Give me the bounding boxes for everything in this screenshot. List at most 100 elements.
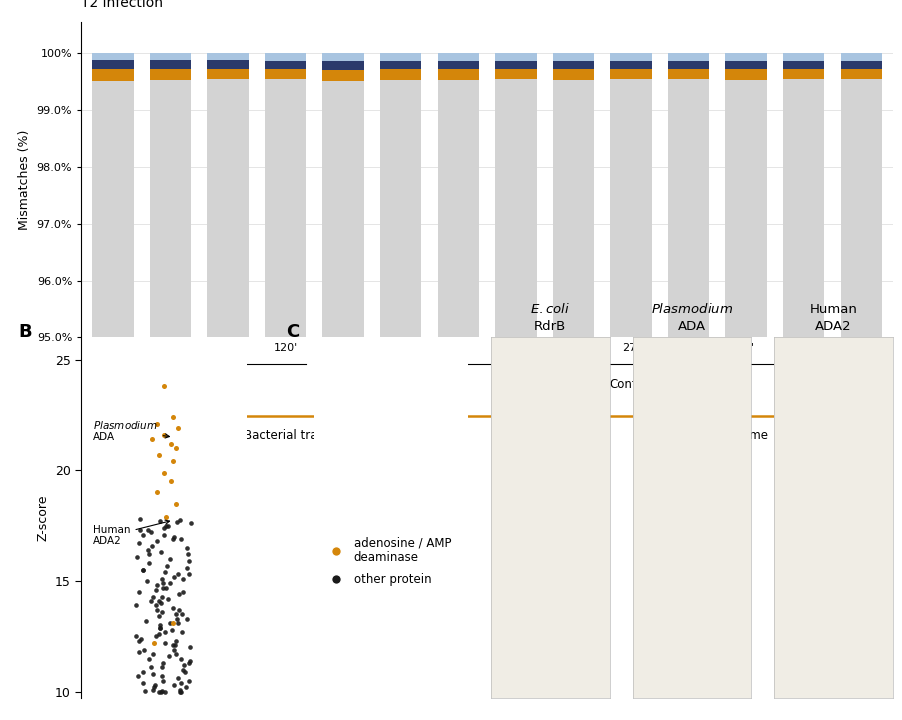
Bar: [437, 69, 479, 80]
Point: [167, 531, 181, 542]
Bar: [380, 53, 421, 61]
Point: [141, 544, 155, 556]
Bar: [150, 53, 191, 60]
Point: [170, 569, 185, 580]
Point: [179, 682, 193, 693]
Point: [161, 520, 175, 531]
Point: [157, 528, 171, 540]
Point: [157, 522, 171, 534]
Point: [164, 438, 179, 449]
Point: [166, 456, 180, 467]
Bar: [725, 61, 767, 69]
Point: [174, 534, 189, 545]
Y-axis label: Mismatches (%): Mismatches (%): [18, 130, 31, 230]
Point: [128, 631, 143, 642]
Point: [166, 534, 180, 545]
Point: [176, 586, 190, 598]
Bar: [495, 61, 537, 69]
Bar: [553, 69, 594, 80]
Point: [136, 528, 151, 540]
Point: [166, 639, 180, 651]
Point: [177, 660, 191, 671]
Bar: [553, 61, 594, 69]
Point: [135, 564, 150, 576]
Point: [142, 653, 156, 665]
Point: [142, 557, 156, 569]
Text: Control: Control: [178, 379, 221, 392]
Bar: [380, 61, 421, 69]
Bar: [207, 53, 249, 60]
Bar: [841, 53, 882, 61]
Bar: [667, 69, 709, 78]
Point: [154, 598, 169, 609]
Point: [158, 637, 172, 649]
Point: [154, 591, 169, 603]
Text: Control: Control: [610, 379, 652, 392]
Bar: [553, 53, 594, 61]
Bar: [322, 61, 364, 70]
Point: [149, 584, 163, 595]
Bar: [265, 69, 307, 78]
Point: [172, 588, 187, 600]
Point: [156, 675, 170, 686]
Point: [166, 411, 180, 423]
Bar: [92, 53, 133, 60]
Point: [133, 635, 147, 647]
Point: [145, 684, 160, 696]
Point: [150, 536, 164, 547]
Point: [183, 655, 198, 667]
Point: [162, 617, 177, 629]
Point: [146, 668, 161, 680]
Point: [137, 644, 152, 655]
Point: [180, 542, 195, 554]
Point: [181, 675, 196, 686]
Point: [175, 573, 189, 585]
Point: [141, 524, 155, 536]
Point: [172, 514, 187, 526]
Point: [166, 602, 180, 613]
Point: [172, 686, 187, 698]
Bar: [265, 78, 307, 338]
Point: [170, 516, 184, 528]
Point: [174, 677, 189, 688]
Title: Human
ADA2: Human ADA2: [810, 304, 858, 333]
Text: C: C: [286, 323, 299, 341]
Point: [158, 626, 172, 638]
Point: [153, 516, 168, 527]
Point: [148, 600, 162, 611]
Bar: [437, 80, 479, 338]
Point: [145, 433, 160, 445]
Y-axis label: Z-score: Z-score: [36, 495, 50, 541]
Point: [162, 651, 177, 662]
Point: [181, 549, 196, 560]
Point: [159, 520, 173, 531]
Bar: [725, 69, 767, 80]
Point: [142, 549, 156, 560]
Point: [157, 467, 171, 478]
Point: [132, 538, 146, 549]
Point: [173, 653, 188, 665]
Point: [144, 540, 159, 552]
Bar: [667, 53, 709, 61]
Bar: [207, 79, 249, 338]
Point: [136, 564, 151, 576]
Bar: [725, 80, 767, 338]
Point: [173, 686, 188, 698]
Point: [144, 595, 159, 607]
Bar: [265, 53, 307, 61]
Point: [155, 662, 170, 673]
Point: [178, 666, 192, 678]
Point: [147, 637, 161, 649]
Point: [150, 418, 164, 430]
Point: [155, 657, 170, 669]
Point: [130, 551, 144, 562]
Point: [169, 635, 183, 647]
Point: [171, 604, 186, 616]
Point: [154, 685, 169, 696]
Bar: [495, 79, 537, 338]
Point: [158, 686, 172, 698]
Point: [150, 487, 164, 498]
Point: [131, 670, 145, 682]
Point: [182, 555, 197, 567]
Bar: [725, 53, 767, 61]
